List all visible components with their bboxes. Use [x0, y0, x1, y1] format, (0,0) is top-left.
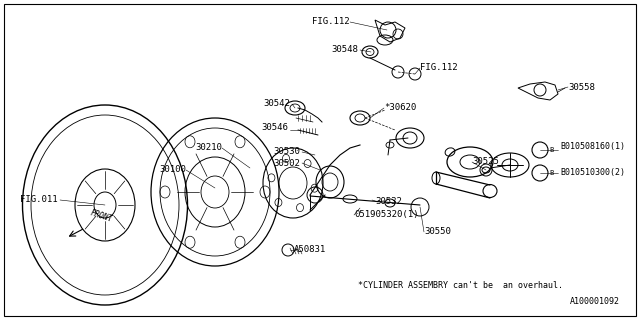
- Text: 30210: 30210: [195, 143, 222, 153]
- Text: FIG.112: FIG.112: [420, 63, 458, 73]
- Text: 30525: 30525: [472, 157, 499, 166]
- Text: FIG.011: FIG.011: [20, 196, 58, 204]
- Text: 30532: 30532: [375, 197, 402, 206]
- Text: 30100: 30100: [159, 165, 186, 174]
- Text: 30502: 30502: [273, 158, 300, 167]
- Text: 30550: 30550: [424, 228, 451, 236]
- Text: B010510300(2): B010510300(2): [560, 167, 625, 177]
- Text: *CYLINDER ASSEMBRY can't be  an overhaul.: *CYLINDER ASSEMBRY can't be an overhaul.: [358, 281, 563, 290]
- Text: FRONT: FRONT: [89, 208, 114, 224]
- Text: 30548: 30548: [331, 45, 358, 54]
- Text: B: B: [549, 147, 553, 153]
- Text: A50831: A50831: [294, 245, 326, 254]
- Text: FIG.112: FIG.112: [312, 18, 350, 27]
- Text: 30546: 30546: [261, 124, 288, 132]
- Text: B010508160(1): B010508160(1): [560, 142, 625, 151]
- Text: 30558: 30558: [568, 83, 595, 92]
- Text: 30542: 30542: [263, 100, 290, 108]
- Text: *30620: *30620: [384, 103, 416, 113]
- Text: B: B: [549, 170, 553, 176]
- Text: 051905320(1): 051905320(1): [354, 211, 419, 220]
- Text: A100001092: A100001092: [570, 298, 620, 307]
- Text: 30530: 30530: [273, 148, 300, 156]
